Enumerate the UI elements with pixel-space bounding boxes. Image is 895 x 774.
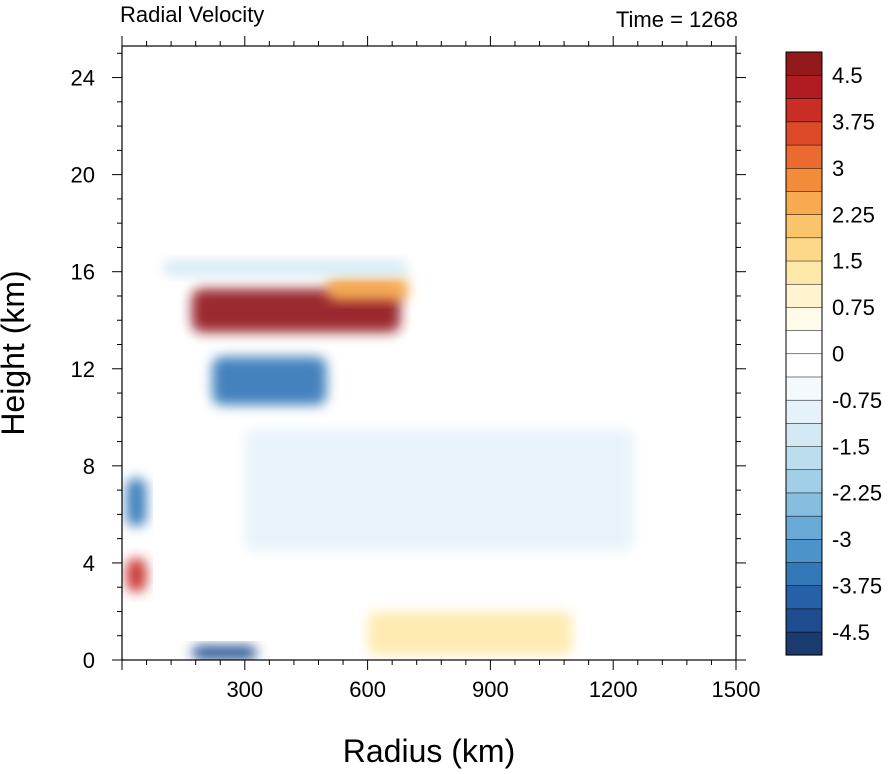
colorbar-swatch [785, 631, 823, 656]
colorbar-tick-label: -3.75 [832, 573, 882, 598]
colorbar-tick-label: 4.5 [832, 63, 863, 88]
feature-boundary-layer-inflow [191, 645, 258, 660]
colorbar-swatch [785, 167, 823, 192]
field-feature [244, 429, 634, 551]
x-tick-labels: 300 600 900 1200 1500 [226, 677, 760, 702]
colorbar-tick-label: -2.25 [832, 481, 882, 506]
feature-inflow-below-outflow [212, 356, 327, 406]
x-axis-label: Radius (km) [343, 733, 515, 769]
y-tick-label: 0 [83, 648, 95, 673]
y-axis-label: Height (km) [0, 270, 31, 435]
colorbar-swatch [785, 144, 823, 169]
colorbar-swatch [785, 306, 823, 331]
y-tick-label: 20 [71, 163, 95, 188]
x-tick-label: 600 [349, 677, 386, 702]
colorbar-tick-label: 0.75 [832, 295, 875, 320]
colorbar-tick-label: -0.75 [832, 388, 882, 413]
feature-mid-level-inflow [244, 429, 634, 551]
colorbar-labels: -4.5 -3.75 -3 -2.25 -1.5 -0.75 0 0.75 1.5 2.25 3 3.… [832, 63, 882, 645]
colorbar-swatch [785, 214, 823, 239]
colorbar-frame [785, 51, 823, 656]
colorbar-swatch [785, 121, 823, 146]
y-tick-label: 12 [71, 357, 95, 382]
field-feature [191, 645, 258, 660]
feature-inflow-above-outflow [162, 259, 409, 277]
colorbar-swatch [785, 469, 823, 494]
colorbar-swatch [785, 538, 823, 563]
feature-upper-outflow-extension [326, 276, 409, 301]
colorbar-tick-label: -3 [832, 527, 852, 552]
colorbar-swatch [785, 492, 823, 517]
plot-area [121, 45, 737, 661]
colorbar-swatch [785, 422, 823, 447]
velocity-field [126, 259, 634, 660]
colorbar-tick-label: 2.25 [832, 202, 875, 227]
field-feature [162, 259, 409, 277]
field-feature [126, 477, 147, 527]
colorbar-tick-label: 3.75 [832, 110, 875, 135]
y-tick-label: 4 [83, 551, 95, 576]
chart-title-left: Radial Velocity [120, 2, 264, 27]
colorbar-swatch [785, 446, 823, 471]
axis-ticks [112, 36, 746, 670]
colorbar-swatch [785, 190, 823, 215]
colorbar-swatch [785, 376, 823, 401]
colorbar-swatch [785, 608, 823, 633]
colorbar-swatch [785, 237, 823, 262]
chart-title-right: Time = 1268 [616, 7, 738, 32]
colorbar-swatch [785, 399, 823, 424]
colorbar-swatch [785, 74, 823, 99]
colorbar-swatch [785, 98, 823, 123]
colorbar-tick-label: 3 [832, 156, 844, 181]
colorbar-swatch [785, 561, 823, 586]
feature-inner-core-inflow [126, 477, 147, 527]
colorbar-swatch [785, 51, 823, 76]
field-feature [212, 356, 327, 406]
colorbar-swatch [785, 353, 823, 378]
colorbar-swatch [785, 260, 823, 285]
x-tick-label: 300 [226, 677, 263, 702]
colorbar-swatch [785, 330, 823, 355]
plot-frame [121, 45, 737, 661]
feature-near-surface-outflow [367, 611, 573, 656]
y-tick-labels: 0 4 8 12 16 20 24 [71, 66, 95, 673]
y-tick-label: 16 [71, 260, 95, 285]
x-tick-label: 900 [472, 677, 509, 702]
y-tick-label: 8 [83, 454, 95, 479]
colorbar-tick-label: -1.5 [832, 434, 870, 459]
colorbar-tick-label: 1.5 [832, 249, 863, 274]
field-feature [326, 276, 409, 301]
x-tick-label: 1200 [589, 677, 638, 702]
colorbar-tick-label: -4.5 [832, 620, 870, 645]
colorbar [785, 51, 823, 656]
colorbar-swatch [785, 515, 823, 540]
plot-background [122, 46, 736, 660]
colorbar-swatch [785, 283, 823, 308]
colorbar-swatch [785, 585, 823, 610]
field-feature [126, 558, 147, 593]
y-tick-label: 24 [71, 66, 95, 91]
field-feature [367, 611, 573, 656]
x-tick-label: 1500 [712, 677, 761, 702]
feature-inner-core-outflow [126, 558, 147, 593]
colorbar-tick-label: 0 [832, 342, 844, 367]
